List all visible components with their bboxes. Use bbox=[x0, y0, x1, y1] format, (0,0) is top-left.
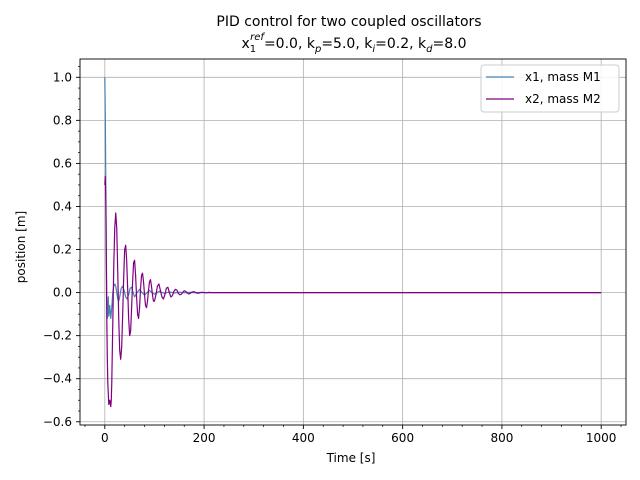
x-axis-label: Time [s] bbox=[326, 451, 376, 465]
x-tick-label-4: 800 bbox=[490, 431, 513, 445]
subtitle-sup1: ref bbox=[250, 32, 265, 43]
y-tick-label-8: 1.0 bbox=[53, 70, 72, 84]
y-axis-label: position [m] bbox=[14, 211, 28, 283]
x-tick-label-3: 600 bbox=[391, 431, 414, 445]
y-tick-label-5: 0.4 bbox=[53, 199, 72, 213]
x-tick-label-0: 0 bbox=[101, 431, 109, 445]
y-tick-label-3: 0.0 bbox=[53, 286, 72, 300]
subtitle-var: x bbox=[241, 36, 249, 52]
y-tick-label-2: −0.2 bbox=[43, 329, 72, 343]
subtitle-sub2: p bbox=[314, 44, 321, 55]
x-tick-label-1: 200 bbox=[193, 431, 216, 445]
legend-box bbox=[480, 64, 620, 113]
chart-title: PID control for two coupled oscillators bbox=[216, 14, 481, 30]
y-tick-label-6: 0.6 bbox=[53, 156, 72, 170]
series-group bbox=[104, 77, 602, 408]
x-tick-label-2: 400 bbox=[292, 431, 315, 445]
y-tick-label-4: 0.2 bbox=[53, 243, 72, 257]
axes: 0 200 400 600 800 1000 −0.6 −0.4 −0.2 0.0 0.2 0.4 0.… bbox=[43, 58, 627, 445]
series-line-2 bbox=[104, 175, 602, 408]
subtitle-sub3: i bbox=[372, 44, 375, 55]
legend: x1, mass M1 x2, mass M2 bbox=[480, 64, 620, 113]
subtitle-sub1: 1 bbox=[250, 44, 256, 55]
subtitle-sub4: d bbox=[426, 44, 433, 55]
x-tick-label-5: 1000 bbox=[586, 431, 617, 445]
y-tick-label-0: −0.6 bbox=[43, 415, 72, 429]
chart-subtitle: x1ref=0.0, kp=5.0, ki=0.2, kd=8.0 bbox=[241, 32, 466, 55]
plot-frame bbox=[79, 58, 627, 426]
title-group: PID control for two coupled oscillators … bbox=[216, 14, 481, 55]
legend-label-1: x1, mass M1 bbox=[525, 70, 601, 84]
subtitle-part3: =0.2, k bbox=[375, 36, 427, 52]
subtitle-part2: =5.0, k bbox=[321, 36, 373, 52]
legend-label-2: x2, mass M2 bbox=[525, 92, 601, 106]
subtitle-part4: =8.0 bbox=[433, 36, 467, 52]
subtitle-part1: =0.0, k bbox=[264, 36, 316, 52]
y-tick-label-1: −0.4 bbox=[43, 372, 72, 386]
y-tick-label-7: 0.8 bbox=[53, 113, 72, 127]
